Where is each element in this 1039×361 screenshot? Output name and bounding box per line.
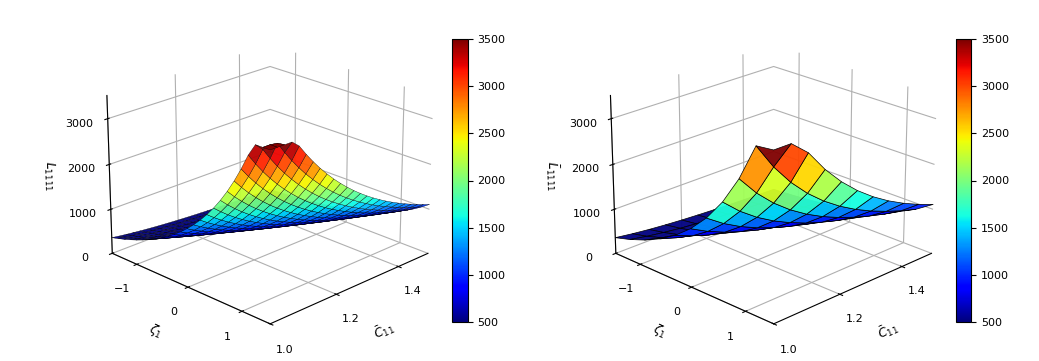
Y-axis label: $\zeta_1$: $\zeta_1$ (146, 320, 165, 341)
X-axis label: $\bar{C}_{11}$: $\bar{C}_{11}$ (371, 318, 398, 343)
Y-axis label: $\zeta_1$: $\zeta_1$ (650, 320, 669, 341)
X-axis label: $\bar{C}_{11}$: $\bar{C}_{11}$ (875, 318, 901, 343)
